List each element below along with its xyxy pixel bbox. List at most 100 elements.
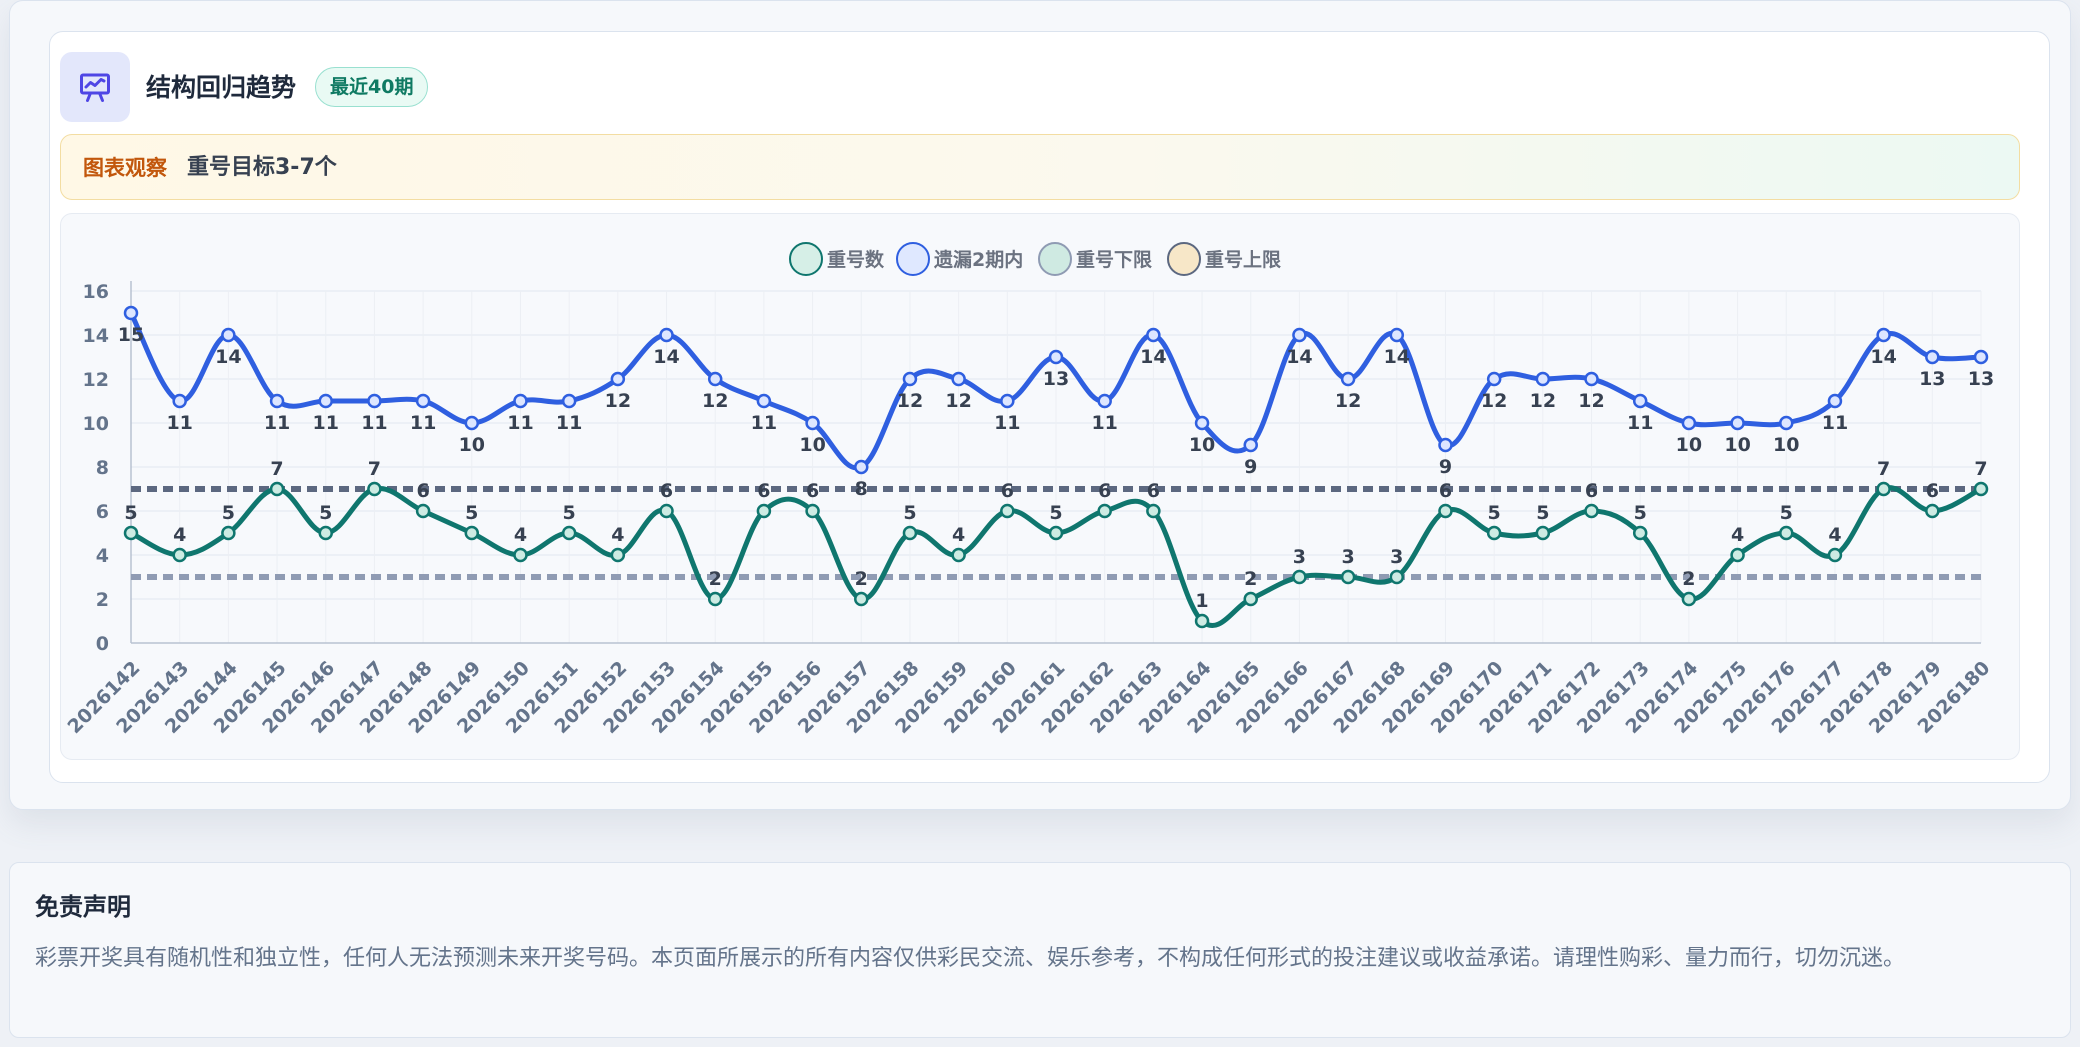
repeat-series-point (1876, 481, 1891, 497)
repeat-series-data-label: 7 (270, 458, 283, 480)
y-tick-label: 16 (83, 281, 109, 303)
disclaimer-title: 免责声明 (35, 893, 131, 921)
repeat-series-point (464, 525, 480, 541)
missing-series-data-label: 10 (1724, 434, 1750, 456)
repeat-series-point (1584, 503, 1599, 519)
repeat-series-data-label: 5 (1536, 502, 1549, 524)
missing-series-data-label: 14 (653, 346, 679, 368)
repeat-series-data-label: 4 (952, 524, 965, 546)
missing-series-point (1486, 371, 1502, 387)
repeat-series-data-label: 5 (903, 502, 916, 524)
missing-series-data-label: 13 (1043, 368, 1069, 390)
repeat-series-point (951, 547, 966, 563)
repeat-series-point (1486, 525, 1502, 541)
missing-series-data-label: 14 (1286, 346, 1312, 368)
repeat-series-point (415, 503, 431, 519)
missing-series-point (1146, 327, 1161, 343)
repeat-series-point (1973, 481, 1989, 497)
missing-series-data-label: 14 (1140, 346, 1166, 368)
missing-series-point (1779, 415, 1794, 431)
missing-series-point (415, 393, 431, 409)
repeat-series-data-label: 6 (660, 480, 673, 502)
legend-label: 重号下限 (1076, 249, 1152, 271)
missing-series-point (902, 371, 918, 387)
repeat-series-data-label: 4 (611, 524, 624, 546)
repeat-series-data-label: 4 (1828, 524, 1841, 546)
repeat-series-point (1438, 503, 1453, 519)
missing-series-point (1632, 393, 1648, 409)
missing-series-data-label: 14 (215, 346, 241, 368)
repeat-series-data-label: 2 (855, 568, 868, 590)
legend-swatch (896, 242, 930, 276)
missing-series-data-label: 8 (855, 478, 868, 500)
missing-series-data-label: 11 (556, 412, 582, 434)
repeat-series-point (902, 525, 918, 541)
repeat-series-point (1681, 591, 1697, 607)
section-title: 结构回归趋势 (146, 73, 297, 102)
missing-series-data-label: 14 (1870, 346, 1896, 368)
repeat-series-point (1827, 547, 1843, 563)
missing-series-point (123, 305, 139, 321)
chart-panel: 0 2 4 6 8 10 12 14 16 2026142 2026143 2026144 202614… (60, 213, 2020, 760)
repeat-series-point (805, 503, 820, 519)
repeat-series-data-label: 5 (1488, 502, 1501, 524)
missing-series-point (805, 415, 820, 431)
repeat-series-point (1535, 525, 1551, 541)
repeat-series-data-label: 6 (757, 480, 770, 502)
repeat-series-point (707, 591, 723, 607)
repeat-series-point (123, 525, 139, 541)
y-tick-label: 0 (96, 633, 109, 655)
repeat-series-data-label: 5 (563, 502, 576, 524)
missing-series-point (951, 371, 966, 387)
missing-series-point (367, 393, 382, 409)
missing-series-point (1438, 437, 1453, 453)
missing-series-data-label: 14 (1384, 346, 1410, 368)
y-tick-label: 8 (96, 457, 109, 479)
legend-swatch (1167, 242, 1201, 276)
missing-series-point (1389, 327, 1405, 343)
missing-series-point (610, 371, 626, 387)
repeat-series-point (1779, 525, 1794, 541)
repeat-series-point (610, 547, 626, 563)
repeat-series-point (1292, 569, 1307, 585)
missing-series-data-label: 12 (702, 390, 728, 412)
repeat-series-data-label: 7 (1877, 458, 1890, 480)
missing-series-data-label: 11 (313, 412, 339, 434)
missing-series-data-label: 13 (1919, 368, 1945, 390)
missing-series-point (1097, 393, 1112, 409)
repeat-series-data-label: 6 (1585, 480, 1598, 502)
missing-series-line (128, 310, 1984, 471)
y-tick-label: 14 (83, 325, 109, 347)
repeat-series-data-label: 3 (1293, 546, 1306, 568)
repeat-series-data-label: 5 (465, 502, 478, 524)
missing-series-data-label: 11 (264, 412, 290, 434)
repeat-series-data-label: 2 (1682, 568, 1695, 590)
repeat-series-data-label: 6 (1926, 480, 1939, 502)
missing-series-data-label: 12 (1335, 390, 1361, 412)
missing-series-point (464, 415, 480, 431)
legend-label: 遗漏2期内 (933, 248, 1023, 271)
repeat-series-point (318, 525, 333, 541)
repeat-series-point (1243, 591, 1258, 607)
missing-series-data-label: 12 (945, 390, 971, 412)
repeat-series-data-label: 1 (1195, 590, 1208, 612)
missing-series-data-label: 10 (799, 434, 825, 456)
missing-series-point (659, 327, 674, 343)
repeat-series-data-label: 5 (124, 502, 137, 524)
observation-text: 重号目标3-7个 (187, 155, 337, 180)
repeat-series-point (1194, 613, 1210, 629)
repeat-series-data-label: 7 (368, 458, 381, 480)
missing-series-point (854, 459, 869, 475)
missing-series-data-label: 12 (605, 390, 631, 412)
presentation-chart-icon (60, 52, 130, 122)
missing-series-point (1973, 349, 1989, 365)
repeat-series-data-label: 6 (416, 480, 429, 502)
observation-bar: 图表观察 重号目标3-7个 (60, 134, 2020, 200)
repeat-series-point (1000, 503, 1015, 519)
missing-series-point (1243, 437, 1258, 453)
missing-series-data-label: 11 (1091, 412, 1117, 434)
missing-series-data-label: 10 (1189, 434, 1215, 456)
missing-series-data-label: 12 (1578, 390, 1604, 412)
disclaimer-card: 免责声明 彩票开奖具有随机性和独立性，任何人无法预测未来开奖号码。本页面所展示的… (9, 862, 2071, 1038)
y-tick-label: 4 (96, 545, 109, 567)
